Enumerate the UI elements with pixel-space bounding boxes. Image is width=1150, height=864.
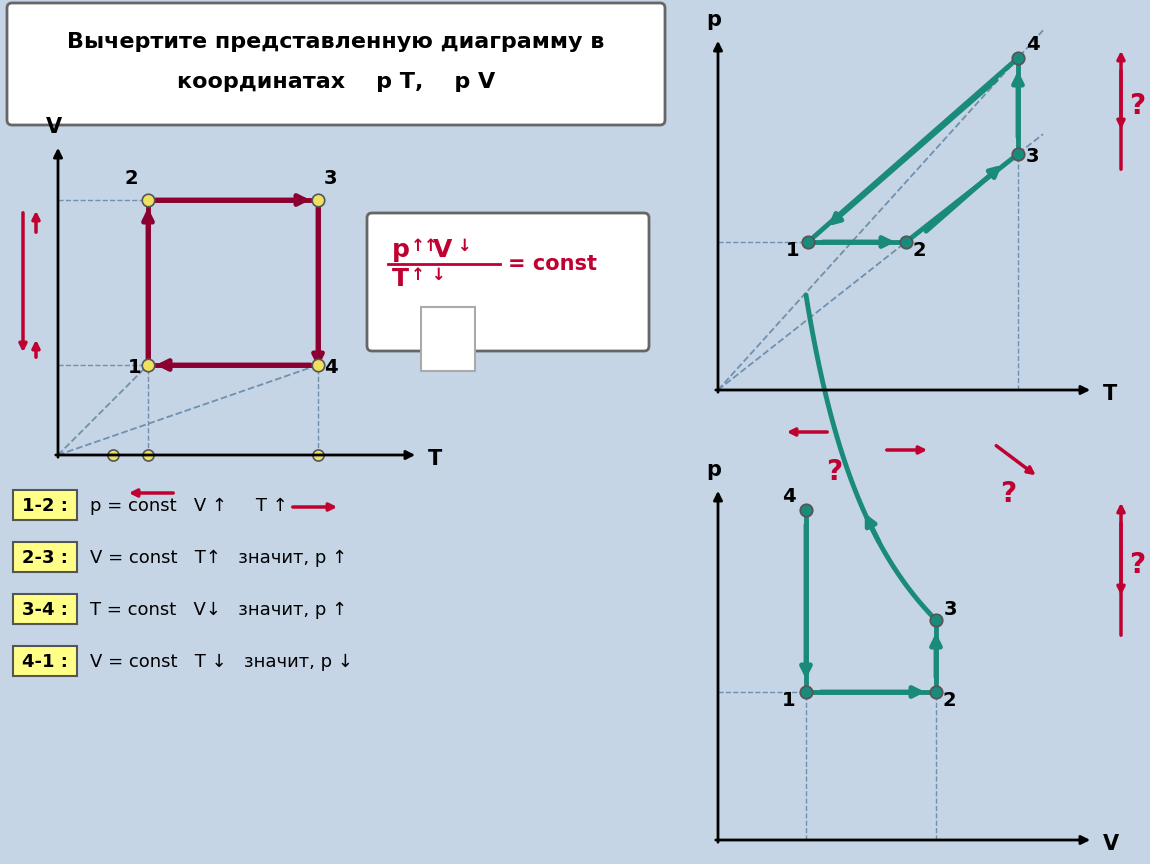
Text: V: V [434, 238, 452, 262]
Text: 4: 4 [324, 358, 338, 377]
FancyBboxPatch shape [13, 594, 77, 624]
Text: 2-3 :: 2-3 : [22, 549, 68, 567]
Text: T = const   V↓   значит, p ↑: T = const V↓ значит, p ↑ [90, 601, 347, 619]
FancyBboxPatch shape [13, 542, 77, 572]
Text: ?: ? [826, 458, 842, 486]
Text: 3-4 :: 3-4 : [22, 601, 68, 619]
Text: 2: 2 [124, 169, 138, 188]
Text: 4: 4 [782, 487, 796, 506]
Text: 1: 1 [128, 358, 141, 377]
Text: 2: 2 [912, 241, 926, 260]
Text: T: T [392, 267, 409, 291]
Text: Вычертите представленную диаграмму в: Вычертите представленную диаграмму в [68, 32, 605, 52]
Text: 3: 3 [1026, 147, 1040, 166]
Text: 1-2 :: 1-2 : [22, 497, 68, 515]
Text: V: V [1103, 834, 1119, 854]
Text: ↑↑: ↑↑ [411, 237, 439, 255]
FancyBboxPatch shape [367, 213, 649, 351]
Text: T: T [428, 449, 443, 469]
Text: V: V [46, 117, 62, 137]
Text: 1: 1 [782, 691, 796, 710]
Text: ?: ? [1129, 551, 1145, 579]
Text: ↓: ↓ [452, 237, 472, 255]
Text: T: T [1103, 384, 1118, 404]
Text: ↑: ↑ [411, 266, 424, 284]
Text: 4: 4 [1026, 35, 1040, 54]
Text: 3: 3 [944, 600, 958, 619]
Text: p: p [706, 460, 721, 480]
Text: p: p [392, 238, 409, 262]
Text: ?: ? [1000, 480, 1017, 508]
Text: ↓: ↓ [426, 266, 446, 284]
FancyBboxPatch shape [13, 646, 77, 676]
Text: p: p [706, 10, 721, 30]
Text: V = const   T ↓   значит, p ↓: V = const T ↓ значит, p ↓ [90, 653, 353, 671]
Text: p = const   V ↑     T ↑: p = const V ↑ T ↑ [90, 497, 288, 515]
FancyBboxPatch shape [421, 307, 475, 371]
Text: 2: 2 [942, 691, 956, 710]
Text: = const: = const [508, 254, 597, 274]
Text: ?: ? [1129, 92, 1145, 120]
FancyBboxPatch shape [13, 490, 77, 520]
Text: 1: 1 [785, 241, 799, 260]
Text: V = const   T↑   значит, p ↑: V = const T↑ значит, p ↑ [90, 549, 347, 567]
FancyBboxPatch shape [7, 3, 665, 125]
Text: 3: 3 [324, 169, 337, 188]
Text: координатах    р Т,    р V: координатах р Т, р V [177, 72, 496, 92]
Text: 4-1 :: 4-1 : [22, 653, 68, 671]
